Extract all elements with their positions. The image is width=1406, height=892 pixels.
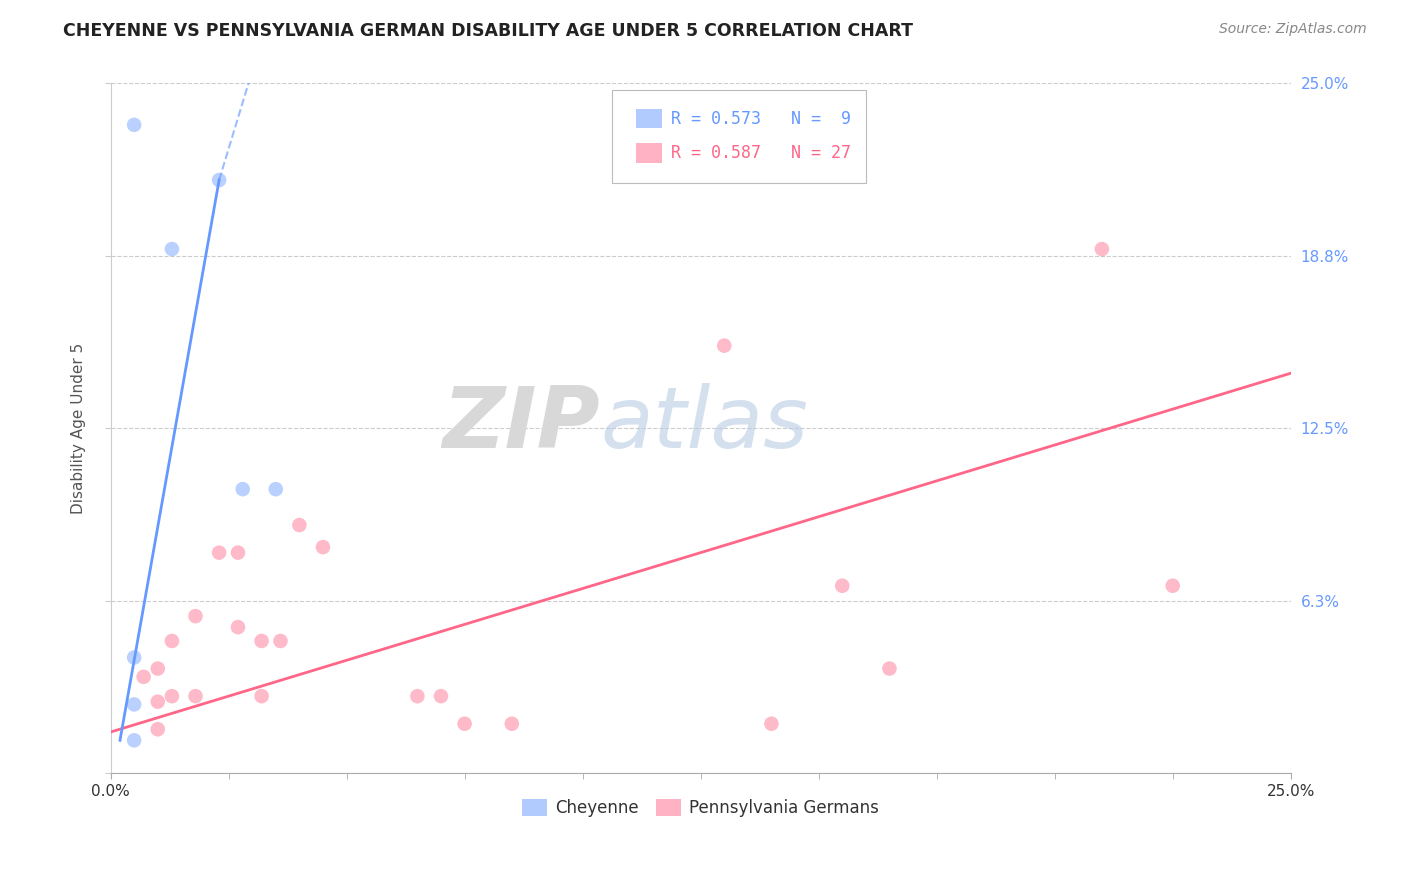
- Point: [250, 689, 273, 703]
- Point: [879, 661, 901, 675]
- Point: [226, 620, 249, 634]
- Bar: [636, 143, 662, 162]
- Point: [713, 338, 735, 352]
- Point: [146, 695, 169, 709]
- Point: [208, 173, 231, 187]
- Point: [250, 634, 273, 648]
- Point: [264, 482, 287, 496]
- Point: [184, 609, 207, 624]
- Point: [122, 118, 145, 132]
- Legend: Cheyenne, Pennsylvania Germans: Cheyenne, Pennsylvania Germans: [516, 792, 886, 823]
- Point: [643, 90, 665, 104]
- Point: [160, 634, 183, 648]
- Point: [184, 689, 207, 703]
- Point: [226, 546, 249, 560]
- Point: [122, 650, 145, 665]
- Text: Source: ZipAtlas.com: Source: ZipAtlas.com: [1219, 22, 1367, 37]
- Point: [406, 689, 429, 703]
- Point: [146, 661, 169, 675]
- Text: R = 0.587   N = 27: R = 0.587 N = 27: [671, 145, 851, 162]
- Point: [232, 482, 254, 496]
- Y-axis label: Disability Age Under 5: Disability Age Under 5: [72, 343, 86, 514]
- Point: [761, 716, 783, 731]
- Point: [122, 733, 145, 747]
- Point: [1091, 242, 1114, 256]
- Point: [160, 242, 183, 256]
- Point: [501, 716, 523, 731]
- Point: [453, 716, 475, 731]
- Point: [269, 634, 291, 648]
- Point: [208, 546, 231, 560]
- Text: ZIP: ZIP: [443, 384, 600, 467]
- Point: [160, 689, 183, 703]
- Point: [1161, 579, 1184, 593]
- Point: [430, 689, 453, 703]
- FancyBboxPatch shape: [612, 90, 866, 184]
- Text: CHEYENNE VS PENNSYLVANIA GERMAN DISABILITY AGE UNDER 5 CORRELATION CHART: CHEYENNE VS PENNSYLVANIA GERMAN DISABILI…: [63, 22, 914, 40]
- Text: R = 0.573   N =  9: R = 0.573 N = 9: [671, 110, 851, 128]
- Point: [288, 518, 311, 533]
- Point: [146, 723, 169, 737]
- Point: [132, 670, 155, 684]
- Point: [122, 698, 145, 712]
- Text: atlas: atlas: [600, 384, 808, 467]
- Point: [312, 540, 335, 554]
- Bar: [636, 109, 662, 128]
- Point: [831, 579, 853, 593]
